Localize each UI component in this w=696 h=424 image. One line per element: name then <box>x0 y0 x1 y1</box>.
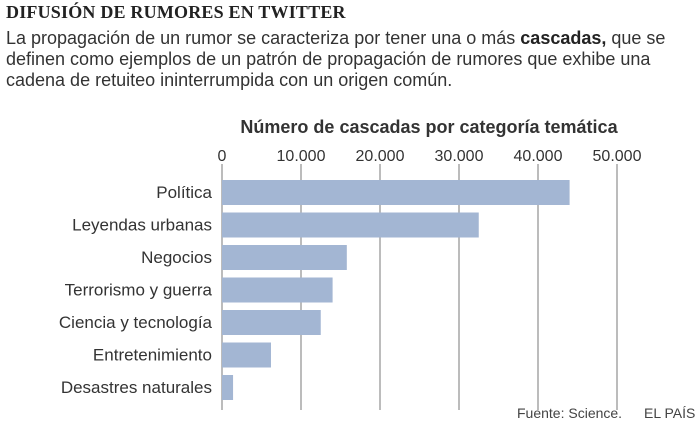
category-label: Política <box>156 183 212 202</box>
bars <box>222 180 570 400</box>
brand-logo: EL PAÍS <box>644 405 695 421</box>
category-labels: Política Leyendas urbanas Negocios Terroris… <box>59 183 213 397</box>
chart-title: Número de cascadas por categoría temátic… <box>240 117 618 137</box>
tick-label: 0 <box>218 148 227 165</box>
bar <box>222 245 347 270</box>
category-label: Negocios <box>141 248 212 267</box>
bar <box>222 342 271 368</box>
description-highlight: cascadas, <box>520 28 607 48</box>
tick-label: 30.000 <box>435 148 484 165</box>
description-text-end: que se definen como ejemplos de un patró… <box>6 28 666 90</box>
tick-label: 10.000 <box>277 148 326 165</box>
category-label: Terrorismo y guerra <box>65 281 213 300</box>
bar <box>222 277 333 303</box>
bar <box>222 212 479 238</box>
category-label: Desastres naturales <box>61 378 212 397</box>
category-label: Entretenimiento <box>93 346 212 365</box>
category-label: Ciencia y tecnología <box>59 313 213 332</box>
chart-description: La propagación de un rumor se caracteriz… <box>6 28 692 91</box>
chart-title-header: DIFUSIÓN DE RUMORES EN TWITTER <box>6 2 346 22</box>
bar <box>222 310 321 335</box>
category-label: Leyendas urbanas <box>72 216 212 235</box>
source-note: Fuente: Science. <box>517 405 622 421</box>
bar <box>222 375 234 400</box>
tick-label: 20.000 <box>356 148 405 165</box>
tick-label: 50.000 <box>593 148 642 165</box>
bar <box>222 180 570 205</box>
tick-label: 40.000 <box>514 148 563 165</box>
tick-labels: 0 10.000 20.000 30.000 40.000 50.000 <box>218 148 642 165</box>
description-text-start: La propagación de un rumor se caracteriz… <box>6 28 521 48</box>
